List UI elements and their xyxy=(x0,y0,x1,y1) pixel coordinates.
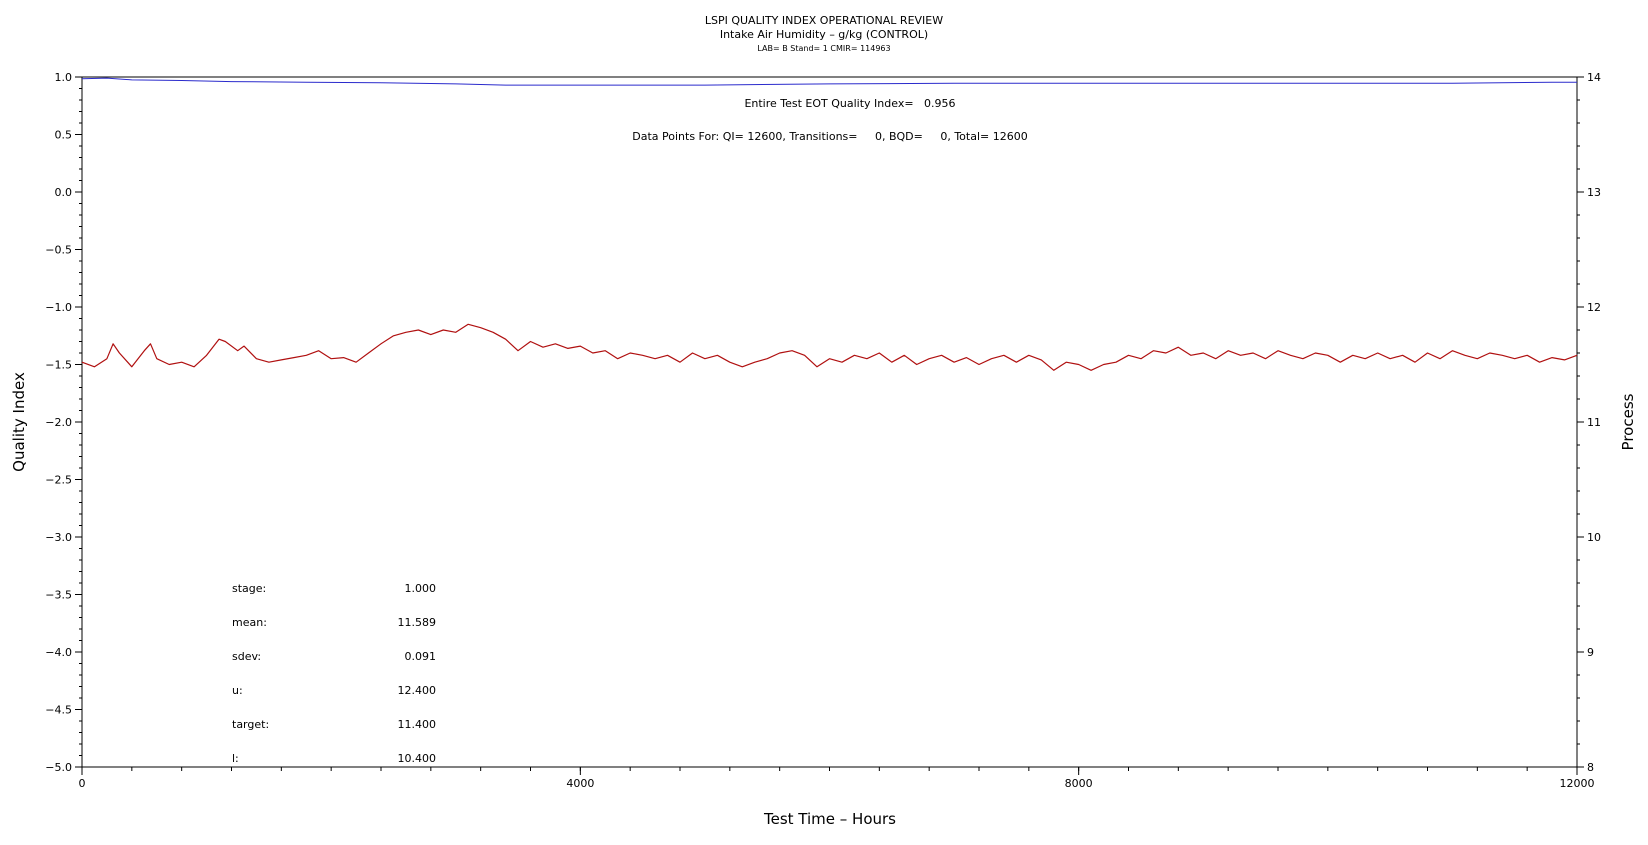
y-left-tick-label: −5.0 xyxy=(45,761,72,774)
y-left-tick-label: −4.5 xyxy=(45,704,72,717)
x-axis-ticks: 0 4000 8000 12000 xyxy=(79,767,1595,790)
y-left-tick-label: −2.0 xyxy=(45,416,72,429)
y-left-tick-label: −1.5 xyxy=(45,359,72,372)
y-left-tick-label: 0.5 xyxy=(55,129,73,142)
stat-value-stage: 1.000 xyxy=(405,582,437,595)
y-left-tick-label: −3.0 xyxy=(45,531,72,544)
chart-info-line: LAB= B Stand= 1 CMIR= 114963 xyxy=(757,44,890,53)
y-right-tick-label: 12 xyxy=(1587,301,1601,314)
y-left-axis-ticks: 1.0 0.5 0.0 −0.5 −1.0 −1.5 −2.0 −2.5 −3.0 −3.5 −4.… xyxy=(45,71,82,774)
x-tick-label: 8000 xyxy=(1065,777,1093,790)
y-left-tick-label: 1.0 xyxy=(55,71,73,84)
chart-titles: LSPI QUALITY INDEX OPERATIONAL REVIEW In… xyxy=(705,14,943,53)
stat-label-u: u: xyxy=(232,684,243,697)
y-right-tick-label: 10 xyxy=(1587,531,1601,544)
stat-value-u: 12.400 xyxy=(398,684,437,697)
y-right-tick-label: 9 xyxy=(1587,646,1594,659)
stats-block: stage: 1.000 mean: 11.589 sdev: 0.091 u:… xyxy=(232,582,436,765)
y-right-tick-label: 13 xyxy=(1587,186,1601,199)
y-left-tick-label: −2.5 xyxy=(45,474,72,487)
stat-label-stage: stage: xyxy=(232,582,266,595)
y-left-tick-label: −1.0 xyxy=(45,301,72,314)
x-minor-ticks xyxy=(81,767,1578,771)
y-right-tick-label: 11 xyxy=(1587,416,1601,429)
y-right-axis-ticks: 14 13 12 11 10 9 8 xyxy=(1577,71,1601,774)
y-left-tick-label: 0.0 xyxy=(55,186,73,199)
y-right-tick-label: 14 xyxy=(1587,71,1601,84)
stat-label-mean: mean: xyxy=(232,616,267,629)
x-axis-label: Test Time – Hours xyxy=(763,810,896,828)
data-points-annotation: Data Points For: QI= 12600, Transitions=… xyxy=(632,130,1027,143)
y-left-axis-label: Quality Index xyxy=(10,372,28,472)
plot-frame xyxy=(81,76,1578,768)
stat-label-sdev: sdev: xyxy=(232,650,261,663)
y-left-tick-label: −0.5 xyxy=(45,244,72,257)
y-right-axis-label: Process xyxy=(1619,393,1637,450)
quality-index-series-line xyxy=(81,77,1577,86)
chart-subtitle: Intake Air Humidity – g/kg (CONTROL) xyxy=(720,28,928,41)
x-tick-label: 0 xyxy=(79,777,86,790)
stat-value-mean: 11.589 xyxy=(398,616,437,629)
x-tick-label: 12000 xyxy=(1560,777,1595,790)
eot-quality-index-annotation: Entire Test EOT Quality Index= 0.956 xyxy=(744,97,955,110)
x-tick-label: 4000 xyxy=(566,777,594,790)
stat-label-l: l: xyxy=(232,752,239,765)
stat-label-target: target: xyxy=(232,718,269,731)
y-left-tick-label: −3.5 xyxy=(45,589,72,602)
stat-value-target: 11.400 xyxy=(398,718,437,731)
stat-value-sdev: 0.091 xyxy=(405,650,437,663)
process-series-line xyxy=(81,323,1578,371)
stat-value-l: 10.400 xyxy=(398,752,437,765)
y-right-tick-label: 8 xyxy=(1587,761,1594,774)
series-layer xyxy=(81,77,1578,371)
chart-title: LSPI QUALITY INDEX OPERATIONAL REVIEW xyxy=(705,14,943,27)
y-left-tick-label: −4.0 xyxy=(45,646,72,659)
